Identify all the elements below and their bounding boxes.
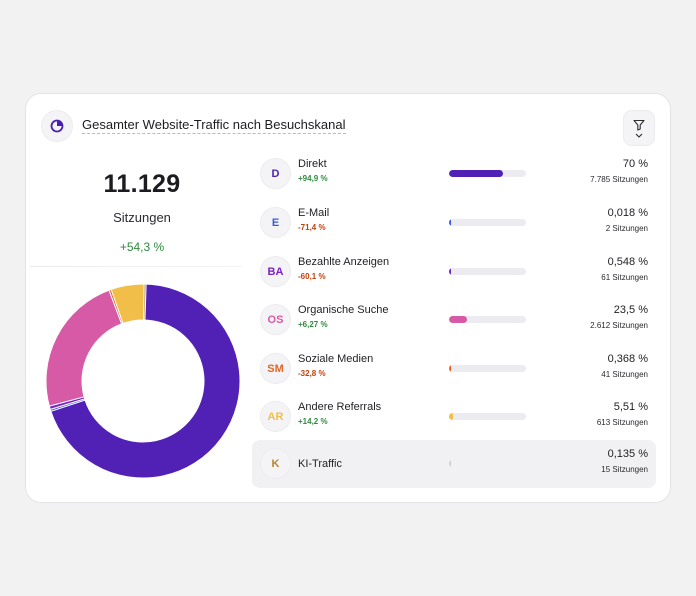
share-bar-fill bbox=[449, 170, 503, 177]
chevron-down-icon bbox=[635, 133, 643, 138]
channel-name: Direkt bbox=[298, 158, 327, 170]
filter-button[interactable] bbox=[623, 110, 655, 146]
share-bar-fill bbox=[449, 316, 468, 323]
share-bar-fill bbox=[449, 219, 451, 226]
share-bar bbox=[449, 170, 526, 177]
channel-sessions: 61 Sitzungen bbox=[601, 273, 648, 282]
share-bar bbox=[449, 219, 526, 226]
share-bar bbox=[449, 268, 526, 275]
total-sessions-label: Sitzungen bbox=[113, 210, 171, 225]
channel-sessions: 2.612 Sitzungen bbox=[590, 321, 648, 330]
share-bar bbox=[449, 460, 526, 467]
channel-row-5[interactable]: SM Soziale Medien -32,8 % 0,368 % 41 Sitzung… bbox=[252, 345, 656, 393]
channel-name: Organische Suche bbox=[298, 304, 389, 316]
share-bar bbox=[449, 316, 526, 323]
widget-title[interactable]: Gesamter Website-Traffic nach Besuchskan… bbox=[82, 117, 346, 134]
channel-name: E-Mail bbox=[298, 207, 330, 219]
channel-name: Soziale Medien bbox=[298, 353, 374, 365]
channel-change: +14,2 % bbox=[298, 417, 328, 426]
channel-percent: 23,5 % bbox=[613, 304, 648, 316]
channel-row-3[interactable]: BA Bezahlte Anzeigen -60,1 % 0,548 % 61 Sitz… bbox=[252, 248, 656, 296]
channel-change: -60,1 % bbox=[298, 272, 326, 281]
donut-chart bbox=[45, 283, 241, 479]
channel-name: Bezahlte Anzeigen bbox=[298, 256, 390, 268]
channel-change: +6,27 % bbox=[298, 320, 328, 329]
channel-percent: 0,135 % bbox=[607, 448, 648, 460]
channel-badge: SM bbox=[260, 353, 291, 384]
channel-percent: 0,018 % bbox=[607, 207, 648, 219]
share-bar bbox=[449, 365, 526, 372]
channel-change: +94,9 % bbox=[298, 174, 328, 183]
pie-chart-icon bbox=[41, 110, 73, 142]
donut-slice-7[interactable] bbox=[143, 283, 147, 321]
channel-row-1[interactable]: D Direkt +94,9 % 70 % 7.785 Sitzungen bbox=[252, 150, 656, 198]
share-bar-fill bbox=[449, 365, 451, 372]
channel-row-4[interactable]: OS Organische Suche +6,27 % 23,5 % 2.612 Sit… bbox=[252, 296, 656, 344]
filter-icon bbox=[633, 119, 645, 131]
channel-change: -71,4 % bbox=[298, 223, 326, 232]
share-bar-fill bbox=[449, 460, 451, 467]
channel-badge: BA bbox=[260, 256, 291, 287]
total-sessions-change: +54,3 % bbox=[119, 240, 165, 254]
channel-percent: 0,368 % bbox=[607, 353, 648, 365]
share-bar-fill bbox=[449, 413, 454, 420]
channel-row-7[interactable]: K KI-Traffic 0,135 % 15 Sitzungen bbox=[252, 440, 656, 488]
channel-badge: AR bbox=[260, 401, 291, 432]
channel-badge: K bbox=[260, 448, 291, 479]
channel-percent: 0,548 % bbox=[607, 256, 648, 268]
total-sessions-value: 11.129 bbox=[103, 170, 181, 198]
channel-row-6[interactable]: AR Andere Referrals +14,2 % 5,51 % 613 Sitzu… bbox=[252, 393, 656, 441]
divider bbox=[30, 266, 242, 267]
channel-percent: 70 % bbox=[622, 158, 648, 170]
channel-change: -32,8 % bbox=[298, 369, 326, 378]
channel-sessions: 2 Sitzungen bbox=[605, 224, 648, 233]
channel-sessions: 7.785 Sitzungen bbox=[590, 175, 648, 184]
channel-row-2[interactable]: E E-Mail -71,4 % 0,018 % 2 Sitzungen bbox=[252, 199, 656, 247]
share-bar-fill bbox=[449, 268, 451, 275]
donut-slice-4[interactable] bbox=[45, 289, 123, 407]
channel-badge: D bbox=[260, 158, 291, 189]
channel-name: Andere Referrals bbox=[298, 401, 382, 413]
channel-sessions: 41 Sitzungen bbox=[601, 370, 648, 379]
channel-badge: E bbox=[260, 207, 291, 238]
channel-sessions: 15 Sitzungen bbox=[601, 465, 648, 474]
channel-sessions: 613 Sitzungen bbox=[596, 418, 648, 427]
channel-percent: 5,51 % bbox=[613, 401, 648, 413]
share-bar bbox=[449, 413, 526, 420]
channel-badge: OS bbox=[260, 304, 291, 335]
donut-slice-1[interactable] bbox=[50, 283, 241, 479]
channel-name: KI-Traffic bbox=[298, 458, 343, 470]
